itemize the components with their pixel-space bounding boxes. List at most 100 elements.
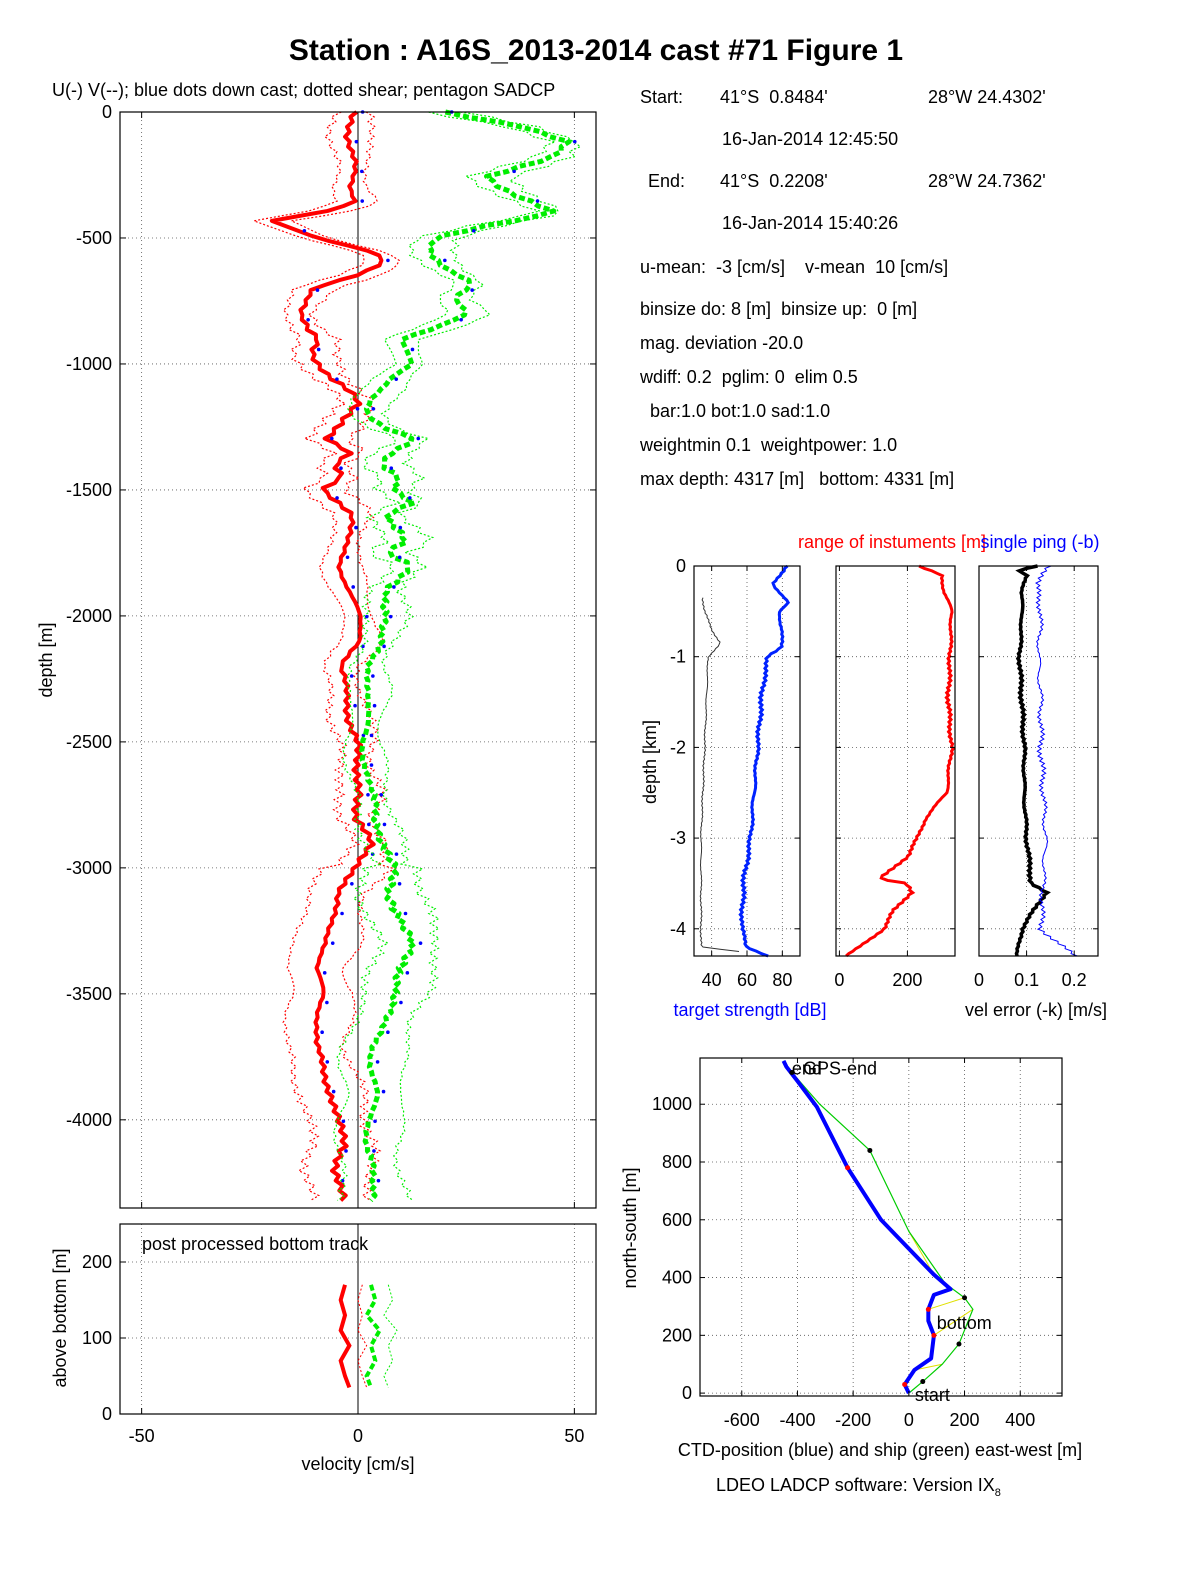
- figure-title: Station : A16S_2013-2014 cast #71 Figure…: [289, 34, 903, 67]
- y-tick-label: -2: [670, 737, 686, 757]
- ship-marker: [962, 1295, 968, 1301]
- ship-marker: [956, 1341, 962, 1347]
- downcast-dot: [394, 377, 399, 381]
- connector-line: [908, 1231, 935, 1275]
- position-frame: [699, 1057, 1063, 1397]
- downcast-dot: [371, 407, 376, 411]
- info-line: wdiff: 0.2 pglim: 0 elim 0.5: [640, 367, 858, 387]
- instrument-range-title: range of instuments [m]: [798, 532, 986, 552]
- downcast-dot: [354, 139, 359, 144]
- downcast-dot: [394, 852, 399, 856]
- downcast-dot: [331, 1089, 336, 1094]
- start-latitude: 41°S 0.8484': [720, 87, 828, 107]
- downcast-dot: [335, 377, 339, 381]
- connector-line: [933, 1308, 974, 1336]
- downcast-dot: [367, 822, 371, 827]
- y-tick-label: 0: [102, 102, 112, 122]
- y-tick-label: -3: [670, 828, 686, 848]
- downcast-dot: [320, 1030, 324, 1035]
- y-tick-label: -500: [76, 228, 112, 248]
- x-tick-label: 400: [1005, 1410, 1035, 1430]
- ctd-marker: [925, 1306, 931, 1312]
- downcast-dot: [459, 317, 463, 322]
- start-time: 16-Jan-2014 12:45:50: [722, 129, 899, 149]
- ctd-marker: [931, 1332, 937, 1338]
- x-tick-label: 0: [834, 970, 844, 990]
- velocity-error-frame: [978, 565, 1099, 957]
- downcast-dot: [330, 941, 335, 945]
- x-tick-label: -400: [779, 1410, 815, 1430]
- end-longitude: 28°W 24.7362': [928, 171, 1046, 191]
- downcast-dot: [353, 703, 357, 708]
- x-tick-label: 40: [702, 970, 722, 990]
- downcast-dot: [512, 169, 516, 174]
- x-tick-label: 80: [772, 970, 792, 990]
- x-tick-label: 0: [974, 970, 984, 990]
- annotation-gps-end: GPS-end: [803, 1059, 877, 1079]
- shear-envelope-right-U: [289, 111, 401, 1201]
- downcast-dot: [306, 317, 310, 322]
- ship-marker: [789, 1069, 795, 1075]
- y-tick-label: -3000: [66, 858, 112, 878]
- x-tick-label: 0: [353, 1426, 363, 1446]
- downcast-dot: [325, 1060, 330, 1064]
- downcast-dot: [373, 1119, 377, 1124]
- ctd-marker: [902, 1381, 908, 1387]
- downcast-dot: [443, 258, 447, 263]
- downcast-dot: [470, 288, 474, 292]
- x-tick-label: -200: [835, 1410, 871, 1430]
- downcast-dot: [371, 674, 375, 678]
- x-tick-label: 200: [892, 970, 922, 990]
- downcast-dot: [315, 288, 320, 292]
- downcast-dot: [345, 555, 350, 560]
- downcast-dot: [418, 941, 423, 945]
- end-time: 16-Jan-2014 15:40:26: [722, 213, 899, 233]
- downcast-dot: [572, 139, 577, 144]
- downcast-dot: [360, 169, 364, 174]
- info-line: u-mean: -3 [cm/s] v-mean 10 [cm/s]: [640, 257, 949, 277]
- ship-track: [783, 1060, 974, 1394]
- ctd-marker: [845, 1165, 851, 1171]
- downcast-dot: [302, 228, 307, 233]
- y-tick-label: 100: [82, 1328, 112, 1348]
- downcast-dot: [351, 585, 355, 589]
- downcast-dot: [416, 436, 421, 441]
- velocity-error-line-k: [1014, 564, 1051, 957]
- y-tick-label: -1: [670, 647, 686, 667]
- y-axis-label: north-south [m]: [620, 1167, 640, 1288]
- info-line: mag. deviation -20.0: [640, 333, 804, 353]
- downcast-dot: [382, 822, 387, 827]
- downcast-dot: [397, 882, 402, 886]
- downcast-dot: [349, 674, 354, 678]
- x-tick-label: -600: [724, 1410, 760, 1430]
- downcast-dot: [316, 347, 321, 352]
- downcast-dot: [369, 733, 374, 738]
- x-axis-label: velocity [cm/s]: [301, 1454, 414, 1474]
- x-tick-label: 50: [564, 1426, 584, 1446]
- y-tick-label: 600: [662, 1210, 692, 1230]
- downcast-dot: [399, 1000, 403, 1005]
- end-label: End:: [648, 171, 686, 191]
- ctd-track: [781, 1060, 953, 1394]
- x-tick-label: -50: [129, 1426, 155, 1446]
- shear-envelope-left-U: [251, 111, 365, 1201]
- downcast-dot: [364, 614, 369, 619]
- velocity-line-U: [269, 110, 384, 1202]
- y-tick-label: 200: [82, 1252, 112, 1272]
- downcast-dot: [398, 525, 403, 530]
- y-tick-label: -1500: [66, 480, 112, 500]
- x-axis-label: vel error (-k) [m/s]: [965, 1000, 1107, 1020]
- downcast-dot: [340, 1178, 345, 1183]
- downcast-dot: [366, 792, 370, 797]
- y-tick-label: 400: [662, 1268, 692, 1288]
- downcast-dot: [350, 882, 354, 886]
- end-latitude: 41°S 0.2208': [720, 171, 828, 191]
- bottom-track-title: post processed bottom track: [142, 1234, 369, 1254]
- downcast-dot: [408, 496, 412, 500]
- velocity-error-title: single ping (-b): [980, 532, 1099, 552]
- downcast-dot: [341, 1119, 346, 1124]
- downcast-dot: [322, 971, 327, 975]
- downcast-dot: [330, 436, 334, 441]
- software-label: LDEO LADCP software: Version IX: [716, 1475, 995, 1495]
